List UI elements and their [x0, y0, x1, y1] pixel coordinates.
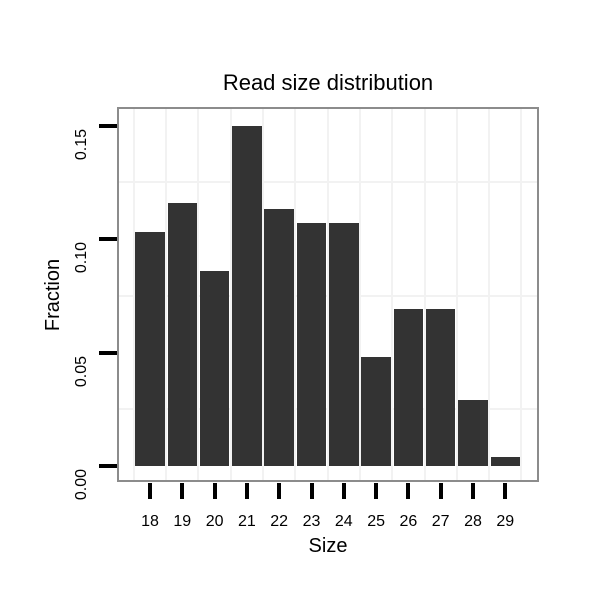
x-tick [277, 483, 282, 499]
x-tick-label: 21 [237, 513, 256, 530]
x-minor-gridline [326, 109, 329, 480]
x-minor-gridline [229, 109, 232, 480]
bar-26 [393, 309, 424, 466]
bar-29 [490, 456, 521, 466]
y-tick [99, 350, 117, 355]
x-minor-gridline [262, 109, 265, 480]
bar-28 [458, 400, 488, 466]
x-tick-label: 24 [334, 513, 353, 530]
y-axis-label: Fraction [42, 258, 64, 331]
x-tick [180, 483, 185, 499]
x-tick-label: 25 [367, 513, 385, 530]
bar-18 [135, 232, 165, 466]
chart-title: Read size distribution [222, 70, 434, 95]
x-tick [341, 483, 346, 499]
x-tick-label: 19 [173, 513, 192, 530]
x-minor-gridline [294, 109, 297, 480]
y-tick [99, 464, 117, 468]
x-minor-gridline [520, 109, 523, 480]
y-tick-label: 0.00 [73, 469, 90, 501]
x-tick [503, 483, 508, 499]
bar-19 [167, 202, 198, 466]
x-tick-label: 23 [302, 513, 321, 530]
bar-25 [361, 357, 391, 466]
x-minor-gridline [358, 109, 361, 480]
x-tick-label: 18 [141, 513, 159, 530]
bar-24 [329, 223, 359, 466]
y-tick-label: 0.05 [73, 355, 90, 387]
x-minor-gridline [132, 109, 135, 480]
x-minor-gridline [423, 109, 426, 480]
x-axis-label: Size [308, 535, 348, 557]
x-tick [148, 483, 152, 499]
x-tick-label: 29 [496, 513, 515, 530]
x-tick-label: 22 [270, 513, 289, 530]
y-tick-label: 0.15 [73, 128, 90, 160]
x-tick [471, 483, 475, 499]
x-tick [309, 483, 314, 499]
x-tick [406, 483, 411, 499]
x-tick-label: 27 [431, 513, 450, 530]
x-minor-gridline [165, 109, 168, 480]
x-minor-gridline [391, 109, 394, 480]
x-minor-gridline [455, 109, 458, 480]
y-axis-label-wrap: Fraction [33, 107, 73, 482]
bar-21 [232, 125, 262, 466]
bar-22 [264, 209, 294, 466]
y-tick [99, 123, 117, 128]
x-minor-gridline [197, 109, 200, 480]
bar-20 [199, 270, 230, 466]
x-tick-label: 26 [399, 513, 418, 530]
x-tick [438, 483, 443, 499]
y-tick-label: 0.10 [73, 242, 90, 274]
x-tick [374, 483, 379, 499]
x-minor-gridline [488, 109, 491, 480]
x-tick [244, 483, 249, 499]
bar-27 [425, 309, 456, 466]
x-tick-label: 28 [464, 513, 482, 530]
bar-23 [296, 223, 327, 466]
x-tick-label: 20 [205, 513, 224, 530]
y-tick [99, 237, 117, 241]
x-tick [212, 483, 217, 499]
